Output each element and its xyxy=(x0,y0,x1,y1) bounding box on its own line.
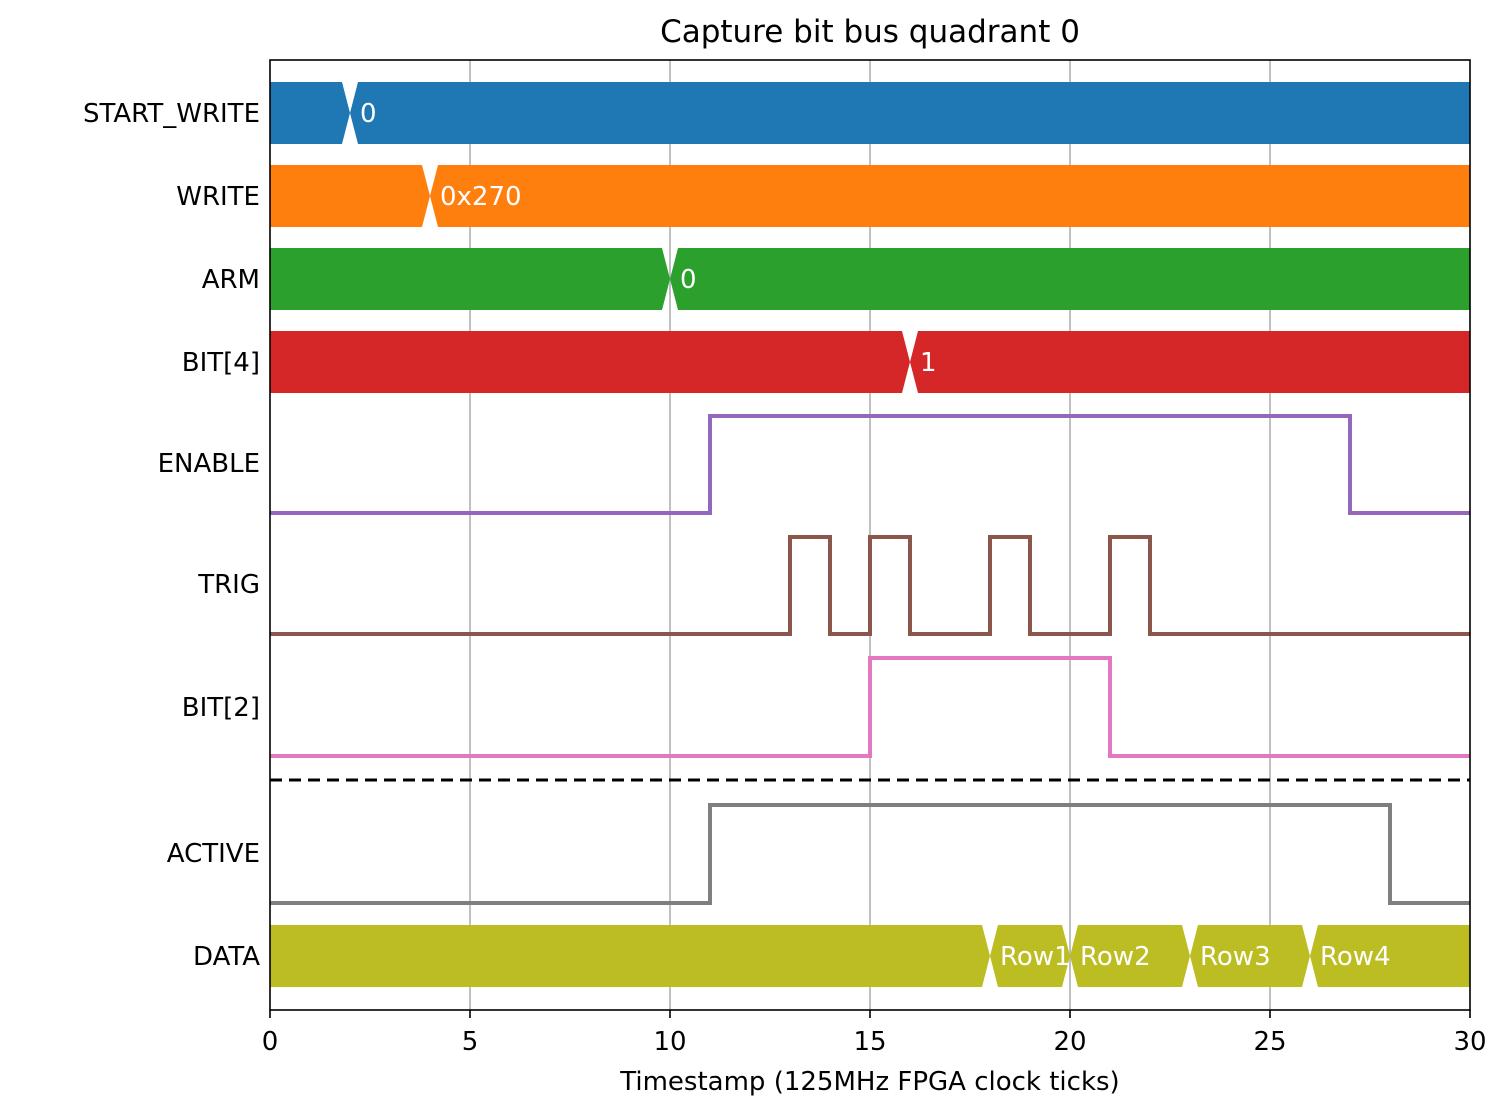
signal-label-active: ACTIVE xyxy=(167,839,260,869)
x-tick-label-15: 15 xyxy=(853,1027,886,1057)
signal-traces: 0 0x270 0 1 Row1 Row2 Row3 Row4 xyxy=(270,82,1470,987)
signal-labels: START_WRITE WRITE ARM BIT[4] ENABLE TRIG BIT[2… xyxy=(83,99,260,972)
signal-arm: 0 xyxy=(270,248,1470,310)
x-axis-label: Timestamp (125MHz FPGA clock ticks) xyxy=(619,1067,1119,1097)
signal-label-write: WRITE xyxy=(176,182,260,212)
bus-segment-arm-1 xyxy=(670,248,1470,310)
signal-label-start-write: START_WRITE xyxy=(83,99,260,129)
bus-segment-write-0 xyxy=(270,165,430,227)
bus-value-data-1: Row1 xyxy=(1000,942,1071,972)
signal-active xyxy=(270,803,1470,905)
bus-value-write-1: 0x270 xyxy=(440,182,522,212)
bus-value-data-3: Row3 xyxy=(1200,942,1271,972)
x-tick-label-5: 5 xyxy=(462,1027,479,1057)
bus-segment-start-write-0 xyxy=(270,82,350,144)
x-axis-ticks: 0 5 10 15 20 25 30 xyxy=(262,1010,1487,1057)
x-tick-label-25: 25 xyxy=(1253,1027,1286,1057)
x-tick-label-30: 30 xyxy=(1453,1027,1486,1057)
signal-trig xyxy=(270,535,1470,636)
bus-segment-bit-4-0 xyxy=(270,331,910,393)
bus-segment-arm-0 xyxy=(270,248,670,310)
bus-value-data-4: Row4 xyxy=(1320,942,1391,972)
bus-segment-start-write-1 xyxy=(350,82,1470,144)
signal-start-write: 0 xyxy=(270,82,1470,144)
x-tick-label-20: 20 xyxy=(1053,1027,1086,1057)
bus-segment-write-1 xyxy=(430,165,1470,227)
bus-value-start-write-1: 0 xyxy=(360,99,377,129)
bus-segment-data-3 xyxy=(1190,925,1310,987)
trace-bit-2 xyxy=(270,656,1470,758)
signal-data: Row1 Row2 Row3 Row4 xyxy=(270,925,1470,987)
trace-enable xyxy=(270,414,1470,515)
trace-trig xyxy=(270,535,1470,636)
bus-segment-data-0 xyxy=(270,925,990,987)
signal-label-bit-2: BIT[2] xyxy=(182,693,260,723)
bus-segment-data-1 xyxy=(990,925,1070,987)
signal-label-arm: ARM xyxy=(202,265,260,295)
signal-label-trig: TRIG xyxy=(197,570,260,600)
trace-active xyxy=(270,803,1470,905)
x-tick-label-0: 0 xyxy=(262,1027,279,1057)
signal-label-data: DATA xyxy=(193,942,260,972)
bus-value-arm-1: 0 xyxy=(680,265,697,295)
bus-value-bit-4-1: 1 xyxy=(920,348,937,378)
bus-segment-data-4 xyxy=(1310,925,1470,987)
signal-write: 0x270 xyxy=(270,165,1470,227)
signal-label-enable: ENABLE xyxy=(158,449,260,479)
x-tick-label-10: 10 xyxy=(653,1027,686,1057)
bus-segment-bit-4-1 xyxy=(910,331,1470,393)
bus-segment-data-2 xyxy=(1070,925,1190,987)
signal-label-bit-4: BIT[4] xyxy=(182,348,260,378)
bus-value-data-2: Row2 xyxy=(1080,942,1151,972)
signal-bit-4: 1 xyxy=(270,331,1470,393)
signal-enable xyxy=(270,414,1470,515)
chart-title: Capture bit bus quadrant 0 xyxy=(660,14,1080,50)
signal-bit-2 xyxy=(270,656,1470,758)
